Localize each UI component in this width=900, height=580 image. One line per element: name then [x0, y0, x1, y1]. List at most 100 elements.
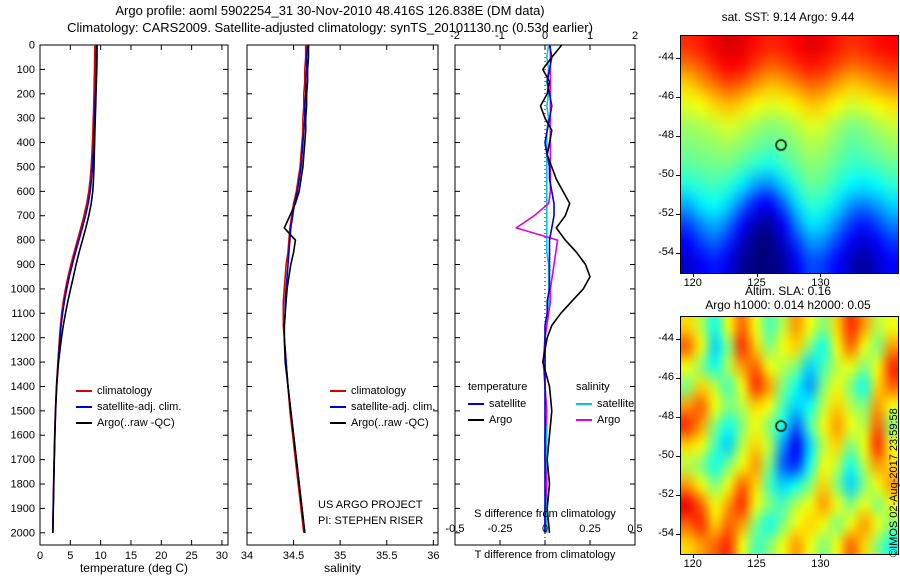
depth-tick-label: 500 — [17, 161, 35, 173]
lat-tick-label: -54 — [658, 245, 674, 258]
x-tick-label: -1 — [495, 30, 505, 42]
climatology-line-swatch — [330, 390, 346, 392]
legend-item-climatology: climatology — [76, 383, 181, 399]
legend-label: satellite-adj. clim. — [97, 401, 182, 413]
depth-tick-label: 1700 — [11, 454, 35, 466]
series-climatology — [51, 44, 96, 533]
depth-tick-label: 0 — [29, 40, 35, 52]
lat-tick — [676, 252, 680, 254]
lat-tick — [676, 58, 680, 60]
difference-plot: -2 -1 0 1 2 -0.5 -0.25 0 0.25 0.5 S difference fro… — [446, 30, 643, 546]
legend-label: Argo(..raw -QC) — [351, 417, 429, 429]
lat-tick — [676, 533, 680, 535]
salinity-axis-label: salinity — [324, 561, 361, 575]
x-tick-label: 34 — [241, 550, 253, 562]
project-notes: US ARGO PROJECT PI: STEPHEN RISER — [318, 497, 436, 529]
t-difference-axis-label: T difference from climatology — [474, 549, 616, 561]
lat-tick-label: -46 — [658, 90, 674, 103]
x-tick-label: 36 — [427, 550, 439, 562]
satellite-clim-line-swatch — [76, 406, 92, 408]
imos-credit: ©IMOS 02-Aug-2017 23:59:58 — [888, 408, 900, 557]
difference-legend-salinity: salinity satellite Argo — [576, 381, 634, 428]
sst-map-title: sat. SST: 9.14 Argo: 9.44 — [721, 10, 855, 24]
lon-tick — [820, 554, 822, 558]
x-tick-label: 0 — [542, 30, 548, 42]
sla-map — [680, 316, 899, 555]
lat-tick-label: -48 — [658, 129, 674, 142]
series-argo-raw-qc- — [283, 45, 310, 533]
depth-tick-label: 600 — [17, 186, 35, 198]
depth-tick-label: 100 — [17, 64, 35, 76]
s-difference-label: S difference from climatology — [474, 508, 616, 520]
legend-label: climatology — [97, 385, 153, 397]
depth-tick-label: 1300 — [11, 357, 35, 369]
project-note-line1: US ARGO PROJECT — [318, 499, 423, 511]
legend-item-satellite-clim: satellite-adj. clim. — [76, 399, 181, 415]
lat-tick-label: -46 — [658, 371, 674, 384]
sla-map-title-line2: Argo h1000: 0.014 h2000: 0.05 — [705, 298, 871, 312]
x-tick-label: 0 — [37, 550, 43, 562]
legend-label: Argo — [597, 414, 621, 426]
depth-tick-label: 1800 — [11, 479, 35, 491]
legend-label: Argo — [489, 414, 513, 426]
lon-tick — [820, 273, 822, 277]
x-tick-label: 35 — [334, 550, 346, 562]
difference-legend-temperature: temperature satellite Argo — [468, 381, 527, 428]
lon-tick-label: 120 — [683, 558, 702, 570]
argo-line-swatch — [330, 422, 346, 424]
temperature-plot: 0 5 10 15 20 25 300100200300400500600700800900… — [11, 40, 229, 562]
depth-tick-label: 1400 — [11, 381, 35, 393]
depth-tick-label: 300 — [17, 113, 35, 125]
temperature-legend: climatology satellite-adj. clim. Argo(..… — [76, 383, 181, 431]
depth-tick-label: 1500 — [11, 405, 35, 417]
lat-tick — [676, 339, 680, 341]
lat-tick-label: -50 — [658, 448, 674, 461]
s-tick-label: 0.25 — [579, 523, 600, 535]
argo-s-line-swatch — [576, 419, 592, 421]
lat-tick — [676, 455, 680, 457]
x-tick-label: 15 — [125, 550, 137, 562]
series-argo-s-diff — [515, 45, 559, 533]
legend-label: satellite-adj. clim. — [351, 401, 436, 413]
legend-header-salinity: salinity — [576, 381, 610, 393]
legend-item-satellite-clim: satellite-adj. clim. — [330, 399, 435, 415]
x-tick-label: 34.5 — [283, 550, 304, 562]
depth-tick-label: 1600 — [11, 430, 35, 442]
series-argo-raw-qc- — [52, 44, 98, 533]
depth-tick-label: 400 — [17, 137, 35, 149]
lon-tick-label: 130 — [811, 558, 830, 570]
depth-tick-label: 1100 — [11, 308, 35, 320]
depth-tick-label: 900 — [17, 259, 35, 271]
depth-tick-label: 200 — [17, 88, 35, 100]
lat-tick-label: -50 — [658, 167, 674, 180]
lon-tick-label: 130 — [811, 277, 830, 289]
legend-label: Argo(..raw -QC) — [97, 417, 175, 429]
satellite-s-line-swatch — [576, 403, 592, 405]
series-satellite-adj-clim- — [52, 44, 98, 533]
legend-item-argo: Argo(..raw -QC) — [76, 415, 181, 431]
legend-item-climatology: climatology — [330, 383, 435, 399]
lon-tick — [756, 273, 758, 277]
x-tick-label: 2 — [632, 30, 638, 42]
x-tick-label: 5 — [67, 550, 73, 562]
lat-tick-label: -54 — [658, 526, 674, 539]
depth-tick-label: 2000 — [11, 527, 35, 539]
figure-title-line1: Argo profile: aoml 5902254_31 30-Nov-201… — [115, 3, 545, 18]
lat-tick — [676, 213, 680, 215]
series-satellite-t-diff — [544, 44, 555, 533]
depth-tick-label: 800 — [17, 235, 35, 247]
axes-box — [246, 44, 439, 546]
lat-tick-label: -52 — [658, 206, 674, 219]
satellite-clim-line-swatch — [330, 406, 346, 408]
lon-tick — [756, 554, 758, 558]
s-tick-label: 0 — [542, 523, 548, 535]
lat-tick-label: -44 — [658, 332, 674, 345]
argo-t-line-swatch — [468, 419, 484, 421]
lat-tick — [676, 174, 680, 176]
legend-label: climatology — [351, 385, 407, 397]
x-tick-label: 10 — [95, 550, 107, 562]
x-tick-label: -2 — [450, 30, 460, 42]
sst-map — [680, 35, 899, 274]
lat-tick — [676, 136, 680, 138]
lat-tick — [676, 378, 680, 380]
